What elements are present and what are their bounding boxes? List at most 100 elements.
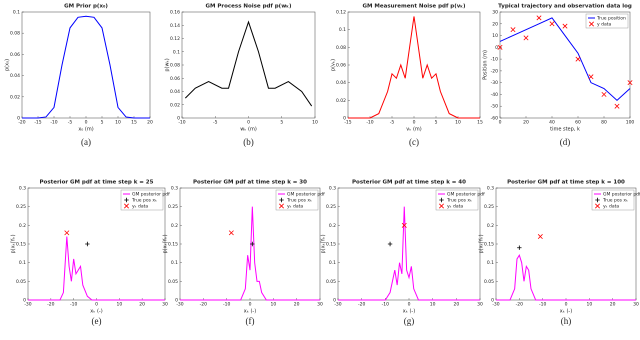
plot-frame — [347, 11, 481, 119]
x-tick-label: 10 — [115, 120, 121, 126]
legend-box — [591, 189, 635, 211]
x-axis-label: xₖ (-) — [560, 309, 572, 315]
legend-box — [120, 189, 164, 211]
x-tick-label: 0 — [95, 302, 98, 308]
y-tick-label: 0.3 — [329, 186, 336, 192]
y-tick-label: 0.06 — [336, 63, 346, 69]
series-line — [184, 20, 313, 107]
cross-marker — [439, 203, 444, 209]
plus-marker — [517, 245, 522, 250]
x-tick-label: 10 — [270, 302, 276, 308]
legend-label: yₖ data — [287, 204, 303, 210]
x-tick-label: -15 — [34, 120, 41, 126]
y-tick-label: 10 — [492, 33, 498, 39]
x-tick-label: 100 — [626, 120, 635, 126]
x-tick-label: -30 — [492, 302, 499, 308]
y-tick-label: 0.12 — [336, 10, 346, 16]
x-tick-label: 5 — [280, 120, 283, 126]
y-tick-label: -60 — [491, 116, 498, 122]
caption: (g) — [404, 316, 415, 326]
x-tick-label: -10 — [366, 120, 373, 126]
y-tick-label: 0.1 — [19, 260, 26, 266]
x-tick-label: 30 — [162, 302, 168, 308]
plus-marker — [439, 197, 444, 203]
x-axis-label: xₖ (-) — [403, 309, 415, 315]
legend-label: yₖ data — [132, 204, 148, 210]
cross-marker — [614, 103, 620, 109]
y-tick-label: -30 — [491, 80, 498, 86]
y-tick-label: 0 — [17, 116, 20, 122]
chart-title: Posterior GM pdf at time step k = 30 — [193, 180, 307, 186]
cross-marker — [601, 91, 607, 97]
legend-label: True pos xₖ — [446, 198, 472, 204]
x-tick-label: 10 — [586, 302, 592, 308]
legend-label: True position — [596, 16, 626, 22]
cross-marker — [228, 230, 234, 236]
y-axis-label: Position (m) — [483, 50, 489, 80]
chart-title: Posterior GM pdf at time step k = 25 — [40, 180, 154, 186]
plot-frame — [181, 11, 316, 119]
series-line — [499, 17, 631, 102]
chart-title: GM Prior p(x₀) — [64, 4, 108, 10]
plot-frame — [21, 11, 151, 119]
x-tick-label: 10 — [312, 120, 318, 126]
legend-label: GM posterior pdf — [287, 192, 325, 198]
x-tick-label: -15 — [344, 120, 351, 126]
y-axis-label: p(x₀) — [5, 59, 11, 71]
y-tick-label: 0.06 — [170, 76, 180, 82]
series-line — [180, 206, 320, 301]
cross-marker — [523, 35, 529, 41]
x-tick-label: 0 — [499, 120, 502, 126]
legend-box — [435, 189, 479, 211]
plot-frame — [499, 11, 631, 119]
cross-marker — [595, 203, 600, 209]
cross-marker — [627, 80, 633, 86]
caption: (a) — [81, 137, 91, 147]
cross-marker — [510, 27, 516, 33]
y-axis-label: p(wₖ) — [165, 58, 171, 71]
x-axis-label: time step, k — [550, 127, 580, 133]
y-tick-label: 0.1 — [329, 260, 336, 266]
y-tick-label: -20 — [491, 68, 498, 74]
x-tick-label: -5 — [213, 120, 218, 126]
x-tick-label: -20 — [47, 302, 54, 308]
y-tick-label: 0.15 — [16, 242, 26, 248]
plus-marker — [250, 241, 255, 247]
x-axis-label: vₖ (m) — [406, 127, 421, 133]
y-tick-label: 0.3 — [171, 186, 178, 192]
series-line — [22, 15, 150, 119]
y-tick-label: 0.14 — [170, 23, 180, 29]
x-tick-label: 20 — [610, 302, 616, 308]
y-tick-label: 0.3 — [19, 186, 26, 192]
legend-label: True pos xₖ — [131, 198, 157, 204]
y-tick-label: 0.04 — [336, 80, 346, 86]
y-tick-label: 0.2 — [171, 223, 178, 229]
chart-title: GM Process Noise pdf p(wₖ) — [206, 4, 292, 10]
y-axis-label: p(xₖ|Yₖ) — [479, 234, 485, 253]
y-tick-label: 0.05 — [16, 279, 26, 285]
legend-label: yₖ data — [447, 204, 463, 210]
cross-marker — [124, 203, 129, 209]
x-tick-label: 20 — [453, 302, 459, 308]
caption: (d) — [560, 137, 571, 147]
y-tick-label: 0.16 — [170, 10, 180, 16]
x-axis-label: wₖ (m) — [240, 127, 257, 133]
x-tick-label: 60 — [575, 120, 581, 126]
x-tick-label: -10 — [178, 120, 185, 126]
plus-marker — [85, 241, 90, 247]
x-tick-label: -30 — [334, 302, 341, 308]
legend-box — [585, 13, 629, 29]
y-tick-label: 0.08 — [10, 31, 20, 37]
cross-marker — [64, 230, 70, 236]
y-tick-label: 0.05 — [168, 279, 178, 285]
x-tick-label: -10 — [223, 302, 230, 308]
y-tick-label: 0.25 — [168, 204, 178, 210]
caption: (c) — [409, 137, 419, 147]
y-tick-label: 0.05 — [484, 279, 494, 285]
y-tick-label: -40 — [491, 92, 498, 98]
legend-label: yₖ data — [603, 204, 619, 210]
y-tick-label: 0.2 — [487, 223, 494, 229]
legend-label: GM posterior pdf — [132, 192, 170, 198]
y-tick-label: 0.1 — [487, 260, 494, 266]
